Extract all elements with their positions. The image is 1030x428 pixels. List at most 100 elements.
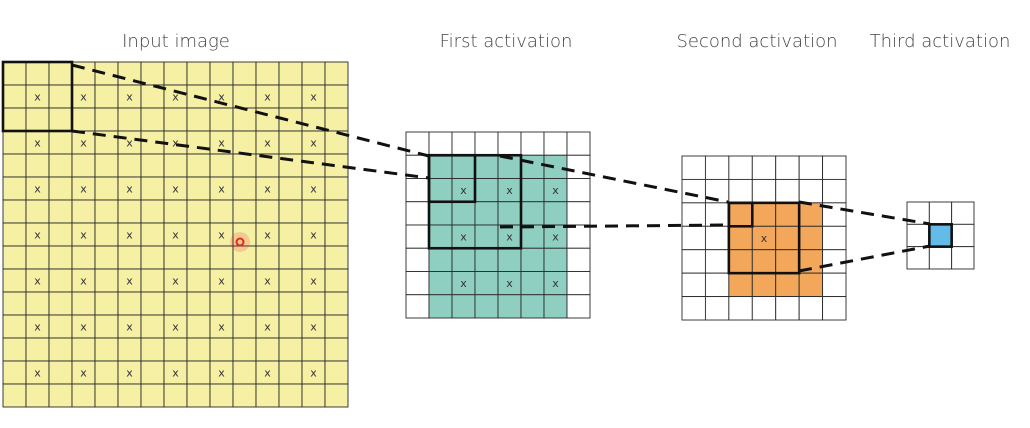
second-cell — [728, 296, 753, 321]
input-cell — [301, 337, 326, 362]
input-cell-mark: x — [172, 91, 179, 104]
input-cell — [324, 360, 349, 385]
input-cell — [163, 383, 188, 408]
input-cell — [255, 291, 280, 316]
input-cell — [186, 383, 211, 408]
input-cell — [2, 107, 27, 132]
first-activation-grid: x x x x x x x x x — [405, 131, 591, 319]
first-cell — [474, 294, 499, 319]
input-cell — [2, 130, 27, 155]
first-cell — [566, 201, 591, 226]
second-cell — [704, 272, 730, 298]
first-activation-title: First activation — [440, 31, 573, 52]
first-cell — [451, 154, 476, 179]
input-cell — [324, 84, 349, 109]
input-cell — [117, 291, 142, 316]
input-cell-mark: x — [310, 229, 317, 242]
second-cell — [751, 272, 777, 298]
input-cell — [186, 130, 211, 155]
input-cell-mark: x — [218, 229, 225, 242]
second-cell — [798, 272, 824, 298]
input-cell — [209, 245, 234, 270]
connectors — [71, 63, 931, 273]
input-cell — [186, 245, 211, 270]
first-cell — [543, 201, 568, 226]
first-cell-mark: x — [506, 277, 513, 290]
first-cell — [566, 131, 591, 156]
input-cell — [94, 176, 119, 201]
input-cell — [163, 107, 188, 132]
first-cell — [520, 131, 545, 156]
second-cell — [798, 296, 824, 321]
input-cell — [48, 314, 73, 339]
input-cell-mark: x — [264, 91, 271, 104]
input-cell — [94, 291, 119, 316]
input-cell — [186, 314, 211, 339]
input-cell-mark: x — [218, 137, 225, 150]
first-cell-mark: x — [506, 231, 513, 244]
third-cell — [928, 246, 953, 270]
input-cell — [324, 383, 349, 408]
input-cell — [94, 337, 119, 362]
input-cell — [94, 84, 119, 109]
input-cell — [232, 107, 257, 132]
first-cell — [428, 247, 453, 272]
input-cell — [94, 268, 119, 293]
first-cell — [451, 201, 476, 226]
input-cell — [186, 268, 211, 293]
first-cell — [543, 294, 568, 319]
first-cell — [451, 247, 476, 272]
input-cell-mark: x — [172, 321, 179, 334]
input-cell — [278, 360, 303, 385]
second-activation-grid: x — [681, 155, 847, 321]
input-cell — [140, 337, 165, 362]
input-cell — [232, 176, 257, 201]
second-cell — [775, 178, 800, 204]
input-cell-mark: x — [126, 367, 133, 380]
first-receptive-field-box — [427, 153, 523, 250]
input-cell — [94, 153, 119, 178]
input-cell-mark: x — [126, 183, 133, 196]
second-cell — [704, 155, 730, 180]
first-cell — [520, 178, 545, 203]
input-cell — [255, 383, 280, 408]
highlights — [1, 60, 953, 275]
input-cell — [25, 337, 50, 362]
second-cell — [728, 155, 753, 180]
first-cell — [543, 131, 568, 156]
second-cell — [681, 155, 706, 180]
input-cell-mark: x — [310, 183, 317, 196]
first-cell — [451, 294, 476, 319]
second-cell — [798, 178, 824, 204]
second-cell — [775, 155, 800, 180]
first-cell — [405, 294, 430, 319]
input-cell — [2, 61, 27, 86]
second-cell — [751, 249, 777, 274]
input-cell — [278, 314, 303, 339]
input-cell — [140, 107, 165, 132]
input-cell-mark: x — [34, 275, 41, 288]
input-cell — [94, 245, 119, 270]
first-cell — [428, 271, 453, 296]
first-cell — [428, 224, 453, 249]
input-cell — [324, 337, 349, 362]
input-cell — [209, 199, 234, 224]
input-cell — [232, 130, 257, 155]
input-cell-mark: x — [264, 183, 271, 196]
second-cell — [681, 272, 706, 298]
connector-input-bottom — [71, 129, 430, 180]
input-cell-mark: x — [34, 229, 41, 242]
second-cell — [681, 225, 706, 251]
second-activation-title: Second activation — [676, 31, 837, 52]
input-cell-mark: x — [34, 91, 41, 104]
input-cell — [71, 107, 96, 132]
input-cell — [2, 383, 27, 408]
input-cell — [117, 107, 142, 132]
input-cell-mark: x — [310, 367, 317, 380]
input-cell — [140, 360, 165, 385]
first-cell — [428, 201, 453, 226]
input-cell-mark: x — [80, 91, 87, 104]
input-cell — [186, 153, 211, 178]
input-cell-mark: x — [80, 183, 87, 196]
first-cell — [520, 294, 545, 319]
